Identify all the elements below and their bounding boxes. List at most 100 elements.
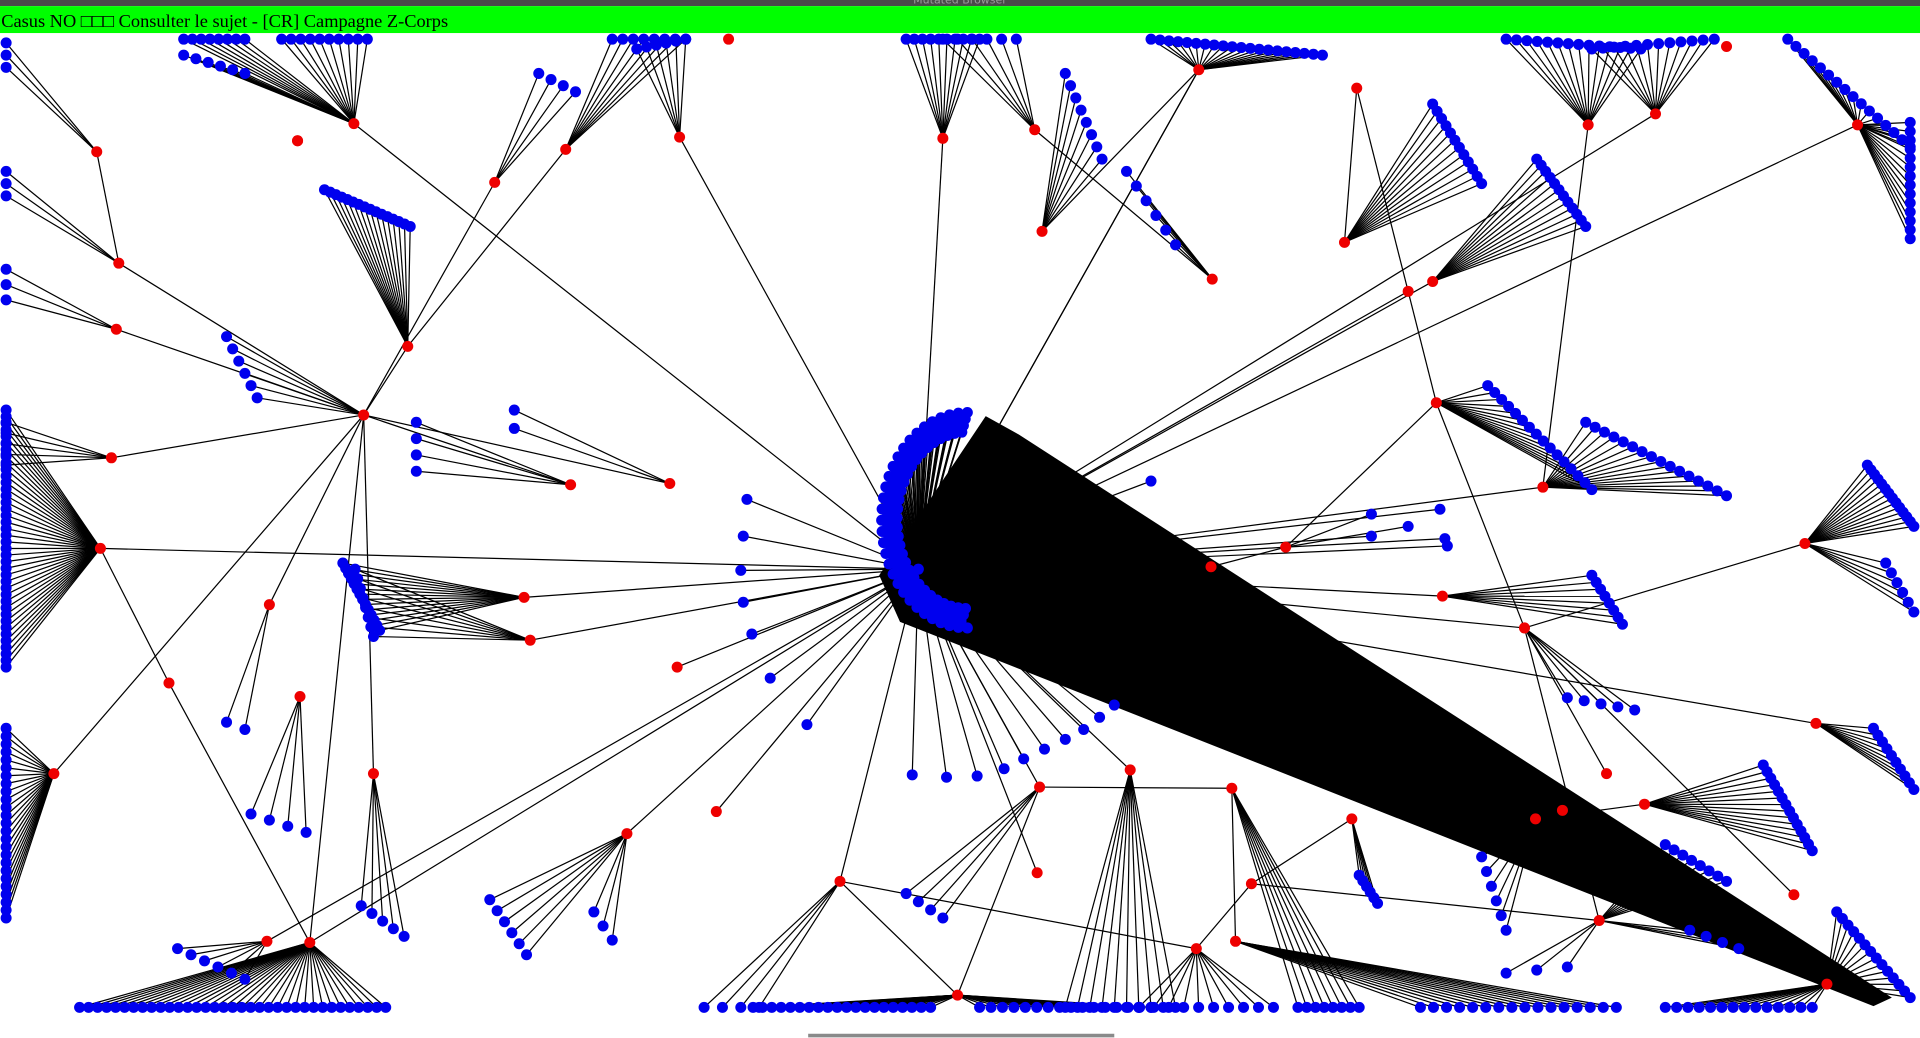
leaf-node [0,61,12,73]
edge [1524,627,1619,708]
edge [986,38,1036,131]
edge [1432,158,1538,282]
hub-node [1810,717,1822,729]
edge [1436,384,1488,404]
edge [1644,777,1771,805]
leaf-node [1059,67,1071,79]
edge [1815,722,1888,750]
edge [372,773,394,929]
edge [906,474,919,570]
leaf-node [1565,463,1577,475]
leaf-node [1160,224,1172,236]
edge [913,39,944,139]
leaf-node [410,416,422,428]
edge [259,942,311,1008]
leaf-node [1863,105,1875,117]
leaf-node [1686,854,1698,866]
edge [602,833,628,927]
leaf-node [998,763,1010,775]
leaf-node [0,841,12,853]
edge [917,786,1041,903]
edge [5,547,101,576]
edge [5,54,98,153]
edge [1165,229,1213,280]
leaf-node [355,900,367,912]
leaf-node [1904,197,1916,209]
edge [5,735,55,775]
edge [903,482,919,570]
hub-node [1530,813,1542,825]
edge [917,431,963,570]
leaf-node [1904,134,1916,146]
hub-node [1029,124,1041,136]
edge [917,433,956,570]
edge [5,759,55,775]
edge [362,596,525,600]
leaf-node [367,631,379,643]
hub-node [1206,273,1218,285]
edge [309,942,369,1008]
leaf-node [387,923,399,935]
edge [917,568,1100,718]
edge [370,626,531,641]
leaf-node [1806,55,1818,67]
edge [5,462,101,549]
leaf-node [1880,119,1892,131]
edge [5,284,117,330]
leaf-node [570,86,582,98]
edge [363,346,409,416]
leaf-node [627,33,639,45]
edge [1344,139,1456,243]
edge [309,942,360,1008]
edge [1198,45,1224,71]
hub-node [402,340,414,352]
leaf-node [1686,35,1698,47]
edge [1815,722,1879,736]
leaf-node [1595,698,1607,710]
edge [244,604,270,730]
edge [190,940,268,956]
hub-node [91,146,103,158]
leaf-node [1904,215,1916,227]
edge [900,490,919,570]
leaf-node [650,39,662,51]
hub-node [1346,813,1358,825]
leaf-node [925,33,937,45]
leaf-node [906,769,918,781]
edge [957,38,1036,131]
tab-bar[interactable] [0,6,1920,34]
edge [769,568,919,679]
leaf-node [1659,1001,1671,1013]
leaf-node [352,33,364,45]
leaf-node [1495,910,1507,922]
edge [268,414,365,605]
hub-node [1226,782,1238,794]
edge [1432,177,1551,282]
edge [1195,948,1245,1008]
edge [1542,455,1652,488]
edge [365,596,525,606]
edge [1251,883,1600,922]
hub-node [937,132,949,144]
edge [277,942,311,1008]
edge [5,547,101,661]
edge [1542,441,1624,488]
leaf-node [227,64,239,76]
leaf-node [1454,1001,1466,1013]
edge [309,568,919,944]
hub-node [163,677,175,689]
leaf-node [239,33,251,45]
edge [1654,39,1704,115]
edge [6,772,54,777]
edge [5,773,55,785]
edge [1039,786,1232,789]
leaf-node [1038,743,1050,755]
edge [5,547,101,642]
leaf-node [0,762,12,774]
edge [504,833,628,923]
hub-node [524,634,536,646]
leaf-node [766,1001,778,1013]
edge [565,38,634,150]
leaf-node [1904,170,1916,182]
edge [386,216,409,347]
